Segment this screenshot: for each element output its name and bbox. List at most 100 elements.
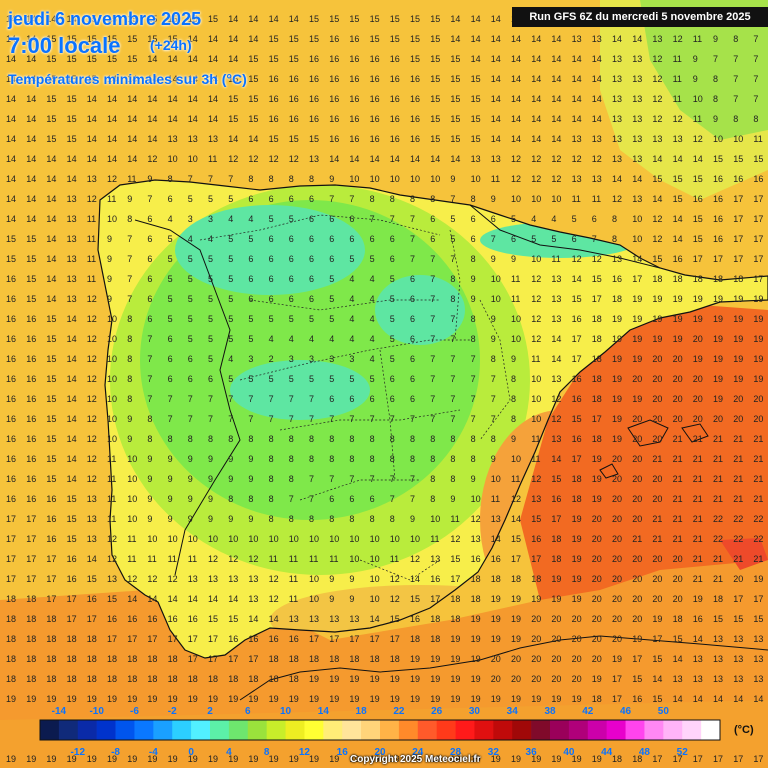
grid-value: 9 [248,514,253,524]
grid-value: 14 [248,134,258,144]
grid-value: 7 [168,414,173,424]
grid-value: 17 [46,574,56,584]
grid-value: 10 [269,534,279,544]
grid-value: 10 [370,594,380,604]
legend-swatch [455,720,475,740]
grid-value: 19 [652,314,662,324]
grid-value: 8 [289,514,294,524]
grid-value: 6 [289,254,294,264]
grid-value: 9 [248,454,253,464]
grid-value: 14 [107,114,117,124]
grid-value: 12 [572,254,582,264]
grid-value: 6 [248,194,253,204]
grid-value: 4 [228,354,233,364]
legend-swatch [172,720,192,740]
grid-value: 10 [107,434,117,444]
grid-value: 3 [188,214,193,224]
grid-value: 20 [733,574,743,584]
grid-value: 6 [289,194,294,204]
grid-value: 16 [26,434,36,444]
grid-value: 16 [349,94,359,104]
grid-value: 15 [46,434,56,444]
grid-value: 20 [612,514,622,524]
grid-value: 19 [612,394,622,404]
grid-value: 9 [511,354,516,364]
grid-value: 19 [733,294,743,304]
grid-value: 6 [309,274,314,284]
grid-value: 5 [390,294,395,304]
grid-value: 14 [511,94,521,104]
grid-value: 20 [612,594,622,604]
grid-value: 19 [753,354,763,364]
grid-value: 17 [67,594,77,604]
grid-value: 14 [531,34,541,44]
grid-value: 15 [67,94,77,104]
grid-value: 10 [511,314,521,324]
grid-value: 14 [26,114,36,124]
grid-value: 13 [693,674,703,684]
grid-value: 19 [26,754,36,764]
legend-label: -14 [52,706,67,717]
grid-value: 18 [349,654,359,664]
grid-value: 6 [349,494,354,504]
grid-value: 19 [6,694,16,704]
grid-value: 16 [289,114,299,124]
grid-value: 18 [592,314,602,324]
grid-value: 20 [753,394,763,404]
grid-value: 17 [733,194,743,204]
grid-value: 14 [127,94,137,104]
legend-swatch [228,720,249,740]
grid-value: 7 [390,214,395,224]
grid-value: 3 [329,354,334,364]
grid-value: 14 [6,134,16,144]
grid-value: 14 [188,54,198,64]
grid-value: 10 [127,514,137,524]
grid-value: 13 [632,134,642,144]
grid-value: 10 [309,574,319,584]
grid-value: 5 [370,254,375,264]
grid-value: 9 [491,334,496,344]
grid-value: 15 [410,14,420,24]
grid-value: 10 [107,214,117,224]
grid-value: 8 [753,114,758,124]
legend-swatch [568,720,589,740]
grid-value: 14 [632,174,642,184]
grid-value: 12 [450,534,460,544]
grid-value: 18 [107,674,117,684]
grid-value: 14 [168,54,178,64]
grid-value: 20 [632,454,642,464]
grid-value: 13 [753,634,763,644]
grid-value: 9 [107,274,112,284]
grid-value: 14 [87,154,97,164]
grid-value: 13 [592,134,602,144]
grid-value: 14 [26,74,36,84]
grid-value: 14 [248,34,258,44]
grid-value: 20 [673,554,683,564]
legend-swatch [342,720,362,740]
grid-value: 6 [329,254,334,264]
grid-value: 14 [228,34,238,44]
grid-value: 11 [309,554,318,564]
grid-value: 11 [107,514,116,524]
legend-label: 48 [639,747,651,758]
grid-value: 14 [46,154,56,164]
grid-value: 19 [612,374,622,384]
grid-value: 8 [168,434,173,444]
grid-value: 4 [551,214,556,224]
grid-value: 16 [370,114,380,124]
grid-value: 12 [127,574,137,584]
legend-swatch [134,720,154,740]
grid-value: 6 [349,394,354,404]
grid-value: 13 [612,54,622,64]
grid-value: 10 [127,454,137,464]
grid-value: 15 [471,114,481,124]
grid-value: 16 [329,34,339,44]
grid-value: 15 [673,194,683,204]
grid-value: 9 [147,494,152,504]
grid-value: 12 [390,594,400,604]
grid-value: 18 [67,674,77,684]
grid-value: 12 [147,154,157,164]
grid-value: 10 [370,554,380,564]
grid-value: 7 [208,394,213,404]
grid-value: 19 [753,574,763,584]
